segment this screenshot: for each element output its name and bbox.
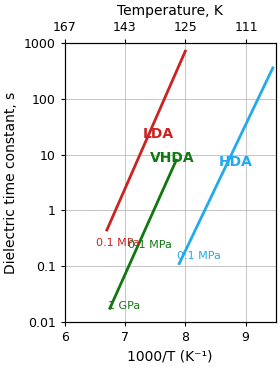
Text: HDA: HDA (218, 155, 252, 169)
Y-axis label: Dielectric time constant, s: Dielectric time constant, s (4, 91, 18, 274)
Text: VHDA: VHDA (150, 151, 195, 164)
X-axis label: 1000/T (K⁻¹): 1000/T (K⁻¹) (127, 350, 213, 364)
Text: 0.1 MPa: 0.1 MPa (178, 251, 221, 261)
X-axis label: Temperature, K: Temperature, K (117, 4, 223, 18)
Text: 1 GPa: 1 GPa (108, 301, 140, 311)
Text: 0.1 MPa: 0.1 MPa (128, 240, 172, 250)
Text: LDA: LDA (143, 127, 174, 141)
Text: 0.1 MPa: 0.1 MPa (96, 238, 140, 248)
